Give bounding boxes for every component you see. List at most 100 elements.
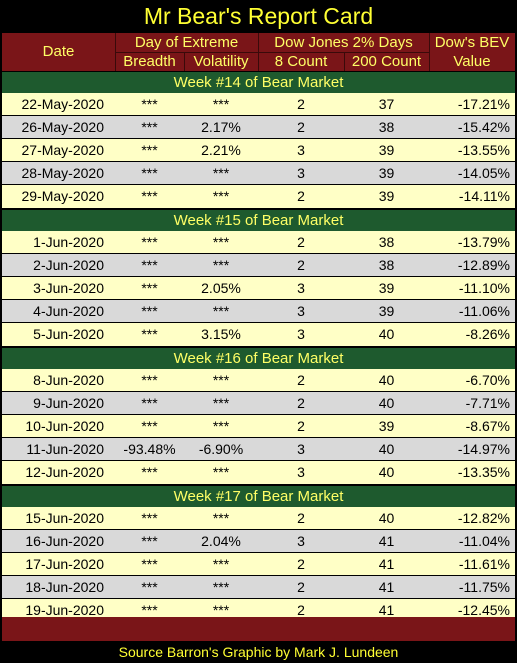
row-divider	[2, 115, 515, 116]
cell-date: 27-May-2020	[21, 142, 105, 158]
cell-breadth: ***	[141, 234, 158, 250]
cell-8-count: 3	[297, 441, 305, 457]
cell-8-count: 3	[297, 142, 305, 158]
header-breadth: Breadth	[123, 53, 176, 70]
cell-bev-value: -15.42%	[457, 119, 510, 135]
cell-200-count: 39	[378, 188, 395, 204]
cell-8-count: 3	[297, 303, 305, 319]
cell-date: 29-May-2020	[21, 188, 105, 204]
cell-breadth: ***	[141, 303, 158, 319]
cell-volatility: ***	[212, 303, 230, 319]
cell-200-count: 37	[378, 96, 395, 112]
cell-date: 2-Jun-2020	[33, 257, 104, 273]
header-dow-bev: Dow's BEV	[434, 34, 510, 51]
cell-volatility: ***	[212, 579, 230, 595]
cell-date: 17-Jun-2020	[25, 556, 104, 572]
cell-bev-value: -14.05%	[457, 165, 510, 181]
cell-breadth: ***	[141, 257, 158, 273]
cell-200-count: 41	[378, 602, 395, 618]
cell-breadth: -93.48%	[123, 441, 176, 457]
row-divider	[2, 322, 515, 323]
table-row: 4-Jun-2020 *** *** 3 39 -11.06%	[2, 300, 515, 323]
footer-band	[2, 617, 515, 641]
cell-200-count: 38	[378, 257, 395, 273]
report-title: Mr Bear's Report Card	[143, 3, 374, 29]
table-row: 18-Jun-2020 *** *** 2 41 -11.75%	[2, 576, 515, 599]
cell-200-count: 40	[378, 395, 395, 411]
cell-200-count: 39	[378, 418, 395, 434]
cell-breadth: ***	[141, 556, 158, 572]
cell-200-count: 41	[378, 533, 395, 549]
row-divider	[2, 184, 515, 185]
table-row: 15-Jun-2020 *** *** 2 40 -12.82%	[2, 507, 515, 530]
cell-200-count: 40	[378, 441, 395, 457]
cell-volatility: ***	[212, 510, 230, 526]
cell-breadth: ***	[141, 579, 158, 595]
cell-8-count: 2	[297, 188, 305, 204]
cell-200-count: 38	[378, 234, 395, 250]
table-row: 27-May-2020 *** 2.21% 3 39 -13.55%	[2, 139, 515, 162]
header-date: Date	[42, 43, 75, 60]
header-200-count: 200 Count	[351, 53, 422, 70]
cell-bev-value: -17.21%	[457, 96, 510, 112]
cell-8-count: 2	[297, 234, 305, 250]
cell-breadth: ***	[141, 280, 158, 296]
table-row: 10-Jun-2020 *** *** 2 39 -8.67%	[2, 415, 515, 438]
cell-200-count: 40	[378, 372, 395, 388]
cell-8-count: 3	[297, 464, 305, 480]
cell-8-count: 2	[297, 372, 305, 388]
table-row: 5-Jun-2020 *** 3.15% 3 40 -8.26%	[2, 323, 515, 346]
table-row: 11-Jun-2020 -93.48% -6.90% 3 40 -14.97%	[2, 438, 515, 461]
table-row: 12-Jun-2020 *** *** 3 40 -13.35%	[2, 461, 515, 484]
row-divider	[2, 299, 515, 300]
cell-bev-value: -14.97%	[457, 441, 510, 457]
cell-8-count: 2	[297, 96, 305, 112]
table-row: 8-Jun-2020 *** *** 2 40 -6.70%	[2, 369, 515, 392]
cell-bev-value: -13.55%	[457, 142, 510, 158]
cell-8-count: 3	[297, 533, 305, 549]
cell-bev-value: -11.61%	[458, 556, 510, 572]
cell-bev-value: -11.04%	[458, 533, 510, 549]
row-divider	[2, 138, 515, 139]
row-divider	[2, 460, 515, 461]
table-header: Date Day of Extreme Dow Jones 2% Days Do…	[2, 33, 515, 71]
row-divider	[2, 253, 515, 254]
cell-volatility: ***	[212, 602, 230, 618]
cell-date: 28-May-2020	[21, 165, 105, 181]
cell-bev-value: -8.67%	[465, 418, 510, 434]
cell-volatility: ***	[212, 464, 230, 480]
cell-date: 15-Jun-2020	[25, 510, 104, 526]
cell-bev-value: -7.71%	[465, 395, 510, 411]
table-row: 28-May-2020 *** *** 3 39 -14.05%	[2, 162, 515, 185]
cell-200-count: 39	[378, 303, 395, 319]
table-row: 29-May-2020 *** *** 2 39 -14.11%	[2, 185, 515, 208]
week-header: Week #15 of Bear Market	[2, 210, 515, 231]
cell-date: 8-Jun-2020	[33, 372, 104, 388]
table-row: 17-Jun-2020 *** *** 2 41 -11.61%	[2, 553, 515, 576]
cell-bev-value: -11.10%	[458, 280, 510, 296]
cell-volatility: 2.21%	[201, 142, 241, 158]
cell-bev-value: -12.82%	[457, 510, 510, 526]
cell-date: 16-Jun-2020	[25, 533, 104, 549]
cell-breadth: ***	[141, 418, 158, 434]
cell-breadth: ***	[141, 395, 158, 411]
table-row: 16-Jun-2020 *** 2.04% 3 41 -11.04%	[2, 530, 515, 553]
cell-date: 4-Jun-2020	[33, 303, 104, 319]
header-volatility: Volatility	[193, 53, 249, 70]
table-row: 3-Jun-2020 *** 2.05% 3 39 -11.10%	[2, 277, 515, 300]
cell-8-count: 2	[297, 510, 305, 526]
cell-200-count: 40	[378, 510, 395, 526]
cell-breadth: ***	[141, 119, 158, 135]
cell-date: 10-Jun-2020	[25, 418, 104, 434]
cell-bev-value: -8.26%	[465, 326, 510, 342]
cell-volatility: ***	[212, 418, 230, 434]
table-row: 9-Jun-2020 *** *** 2 40 -7.71%	[2, 392, 515, 415]
cell-8-count: 3	[297, 326, 305, 342]
source-credit: Source Barron's Graphic by Mark J. Lunde…	[118, 644, 399, 660]
cell-breadth: ***	[141, 142, 158, 158]
cell-200-count: 38	[378, 119, 395, 135]
cell-volatility: ***	[212, 188, 230, 204]
cell-date: 26-May-2020	[21, 119, 105, 135]
cell-date: 19-Jun-2020	[25, 602, 104, 618]
cell-volatility: ***	[212, 165, 230, 181]
